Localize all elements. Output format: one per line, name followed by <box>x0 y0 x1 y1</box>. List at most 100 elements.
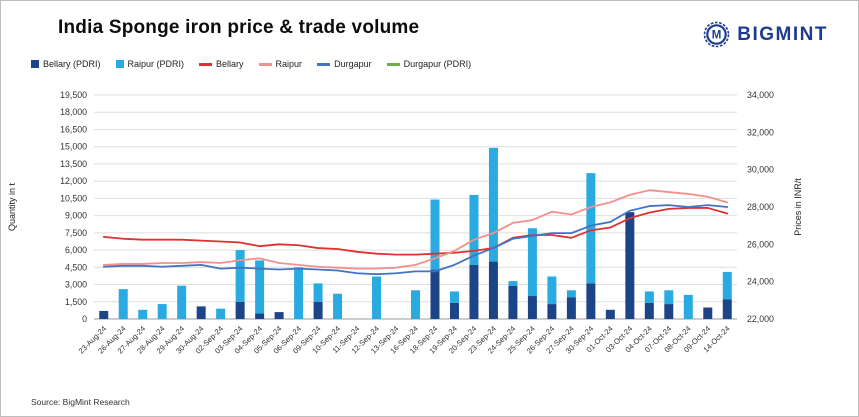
left-axis-tick: 9,000 <box>65 211 87 221</box>
bar-segment-raipur-pdri <box>313 283 323 302</box>
left-axis-title: Quantity in t <box>7 182 17 231</box>
bar-segment-raipur-pdri <box>508 281 518 286</box>
bar-segment-raipur-pdri <box>216 308 226 319</box>
x-axis-labels: 23-Aug-2426-Aug-2427-Aug-2428-Aug-2429-A… <box>77 324 732 355</box>
bar-segment-raipur-pdri <box>527 228 537 297</box>
bar-segment-raipur-pdri <box>469 194 479 266</box>
bar-segment-bellary-pdri <box>488 261 498 319</box>
chart-legend: Bellary (PDRI) Raipur (PDRI) Bellary Raipur… <box>31 59 471 69</box>
chart-canvas: 0 1,500 3,000 4,500 6,000 7,500 9,000 10,500 12,… <box>7 90 803 355</box>
bar-segment-bellary-pdri <box>255 313 265 319</box>
bigmint-logo: M BIGMINT <box>703 21 828 48</box>
bar-segment-bellary-pdri <box>664 304 674 319</box>
right-axis-tick: 26,000 <box>747 239 774 249</box>
bar-segment-bellary-pdri <box>527 296 537 319</box>
right-axis-tick: 28,000 <box>747 202 774 212</box>
left-axis-tick: 4,500 <box>65 262 87 272</box>
bar-segment-raipur-pdri <box>722 271 732 300</box>
bar-segment-bellary-pdri <box>644 302 654 319</box>
bar-segment-bellary-pdri <box>235 301 245 319</box>
legend-label: Durgapur (PDRI) <box>403 59 472 69</box>
source-note: Source: BigMint Research <box>31 397 130 407</box>
left-axis-tick: 10,500 <box>60 193 87 203</box>
bar-segment-raipur-pdri <box>430 199 440 270</box>
legend-swatch <box>317 62 331 66</box>
legend-label: Durgapur <box>334 59 372 69</box>
left-axis-tick: 18,000 <box>60 107 87 117</box>
price-line-durgapur <box>102 204 729 276</box>
legend-item-durgapur-pdri: Durgapur (PDRI) <box>386 59 472 69</box>
bar-segment-bellary-pdri <box>703 307 713 319</box>
bar-segment-raipur-pdri <box>333 293 343 319</box>
bar-segment-bellary-pdri <box>605 309 615 319</box>
legend-item-bellary-pdri: Bellary (PDRI) <box>31 59 101 69</box>
svg-text:M: M <box>712 30 722 42</box>
bar-segment-raipur-pdri <box>683 294 693 319</box>
bar-segment-bellary-pdri <box>274 312 284 319</box>
left-axis-tick: 0 <box>82 314 87 324</box>
legend-swatch <box>31 60 39 68</box>
bar-segment-bellary-pdri <box>99 310 109 319</box>
right-axis-tick: 22,000 <box>747 314 774 324</box>
legend-label: Raipur <box>275 59 303 69</box>
left-axis-tick: 12,000 <box>60 176 87 186</box>
bar-segment-raipur-pdri <box>664 290 674 305</box>
bar-segment-bellary-pdri <box>430 269 440 319</box>
right-axis-tick: 34,000 <box>747 90 774 100</box>
price-line-bellary <box>102 207 729 256</box>
bar-segment-raipur-pdri <box>138 309 148 319</box>
price-lines <box>102 189 729 276</box>
right-axis-tick: 30,000 <box>747 165 774 175</box>
bar-segment-bellary-pdri <box>449 302 459 319</box>
bar-segment-bellary-pdri <box>508 285 518 319</box>
bigmint-logo-icon: M <box>703 21 730 48</box>
bar-segment-bellary-pdri <box>586 283 596 319</box>
legend-swatch <box>199 62 213 66</box>
bar-segment-bellary-pdri <box>469 265 479 319</box>
left-axis-tick: 1,500 <box>65 297 87 307</box>
bar-segment-raipur-pdri <box>294 267 304 319</box>
bigmint-logo-text: BIGMINT <box>737 23 828 45</box>
legend-label: Bellary <box>216 59 244 69</box>
right-axis-tick: 32,000 <box>747 127 774 137</box>
right-axis-tick: 24,000 <box>747 277 774 287</box>
bar-segment-raipur-pdri <box>255 260 265 314</box>
quantity-bars <box>99 147 732 319</box>
bar-segment-raipur-pdri <box>586 173 596 284</box>
bar-segment-raipur-pdri <box>118 289 128 319</box>
left-axis-tick: 7,500 <box>65 228 87 238</box>
bar-segment-raipur-pdri <box>449 291 459 303</box>
left-axis-tick: 19,500 <box>60 90 87 100</box>
legend-swatch <box>258 62 272 66</box>
legend-swatch <box>386 62 400 66</box>
legend-item-durgapur: Durgapur <box>317 59 372 69</box>
bar-segment-raipur-pdri <box>488 147 498 262</box>
right-axis-title: Prices in INR/t <box>793 178 803 236</box>
legend-item-bellary: Bellary <box>199 59 244 69</box>
bar-segment-raipur-pdri <box>644 291 654 303</box>
bar-segment-bellary-pdri <box>566 297 576 319</box>
legend-swatch <box>115 60 124 68</box>
bar-segment-raipur-pdri <box>157 304 167 319</box>
legend-item-raipur-pdri: Raipur (PDRI) <box>115 59 184 69</box>
bar-segment-bellary-pdri <box>625 212 635 319</box>
legend-label: Bellary (PDRI) <box>43 59 101 69</box>
price-line-raipur <box>102 189 729 270</box>
bar-segment-raipur-pdri <box>411 290 420 319</box>
bar-segment-raipur-pdri <box>566 290 576 298</box>
bar-segment-raipur-pdri <box>372 276 382 319</box>
bar-segment-bellary-pdri <box>196 306 206 319</box>
left-axis-tick: 13,500 <box>60 159 87 169</box>
bar-segment-bellary-pdri <box>547 304 557 319</box>
bar-segment-bellary-pdri <box>313 301 323 319</box>
bar-segment-raipur-pdri <box>177 285 187 319</box>
page-title: India Sponge iron price & trade volume <box>58 17 420 38</box>
left-axis-tick: 3,000 <box>65 280 87 290</box>
bar-segment-raipur-pdri <box>235 250 245 302</box>
bar-segment-raipur-pdri <box>547 276 557 305</box>
gridlines: 0 1,500 3,000 4,500 6,000 7,500 9,000 10,500 12,… <box>60 90 774 324</box>
bar-segment-bellary-pdri <box>722 299 732 319</box>
left-axis-tick: 15,000 <box>60 142 87 152</box>
left-axis-tick: 16,500 <box>60 124 87 134</box>
